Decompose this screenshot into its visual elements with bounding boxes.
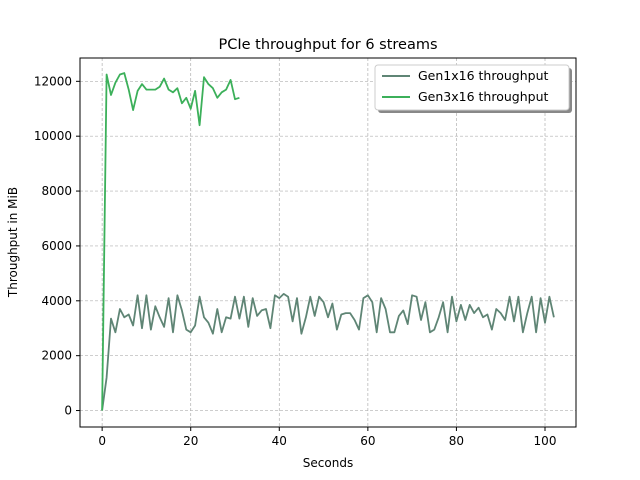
x-tick-label: 80 — [449, 434, 464, 448]
x-tick-label: 20 — [183, 434, 198, 448]
x-tick-label: 60 — [360, 434, 375, 448]
x-tick-label: 40 — [272, 434, 287, 448]
y-tick-label: 6000 — [41, 239, 72, 253]
legend-label-gen3x16: Gen3x16 throughput — [418, 89, 549, 104]
y-tick-label: 2000 — [41, 349, 72, 363]
legend-label-gen1x16: Gen1x16 throughput — [418, 68, 549, 83]
tick-layer: 0 20 40 60 80 100 0 2000 4000 6000 8000 10000 12000 — [34, 74, 557, 448]
series-line-gen3x16 — [101, 72, 240, 411]
legend-box — [374, 64, 570, 111]
y-tick-label: 12000 — [34, 74, 72, 88]
y-tick-label: 4000 — [41, 294, 72, 308]
series-line-gen1x16 — [101, 292, 555, 411]
x-tick-label: 0 — [98, 434, 106, 448]
chart-title: PCIe throughput for 6 streams — [218, 37, 437, 53]
x-axis-label: Seconds — [303, 456, 353, 470]
y-tick-label: 0 — [64, 404, 72, 418]
y-tick-label: 8000 — [41, 184, 72, 198]
legend: Gen1x16 throughput Gen3x16 throughput — [374, 64, 572, 113]
y-axis-label: Throughput in MiB — [6, 187, 20, 298]
plot-frame — [79, 57, 577, 428]
x-tick-label: 100 — [534, 434, 557, 448]
series-layer — [101, 72, 555, 411]
y-tick-label: 10000 — [34, 129, 72, 143]
